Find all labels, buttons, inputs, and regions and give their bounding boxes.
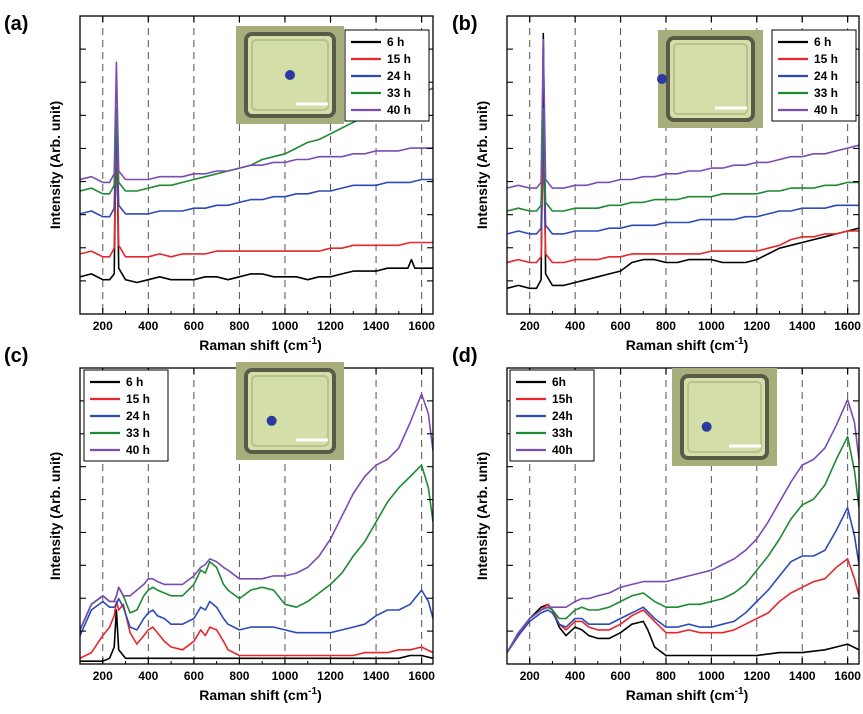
- legend-label: 40 h: [126, 443, 150, 457]
- inset-measurement-dot: [266, 415, 277, 426]
- x-tick-label: 400: [138, 669, 158, 683]
- inset-crystal: [666, 36, 755, 122]
- panel-label: (d): [452, 345, 478, 367]
- x-tick-label: 800: [229, 319, 249, 333]
- panel-label: (a): [4, 13, 28, 35]
- x-tick-label: 1400: [789, 669, 816, 683]
- series-line-15h: [507, 141, 859, 264]
- inset-measurement-dot: [657, 74, 667, 84]
- series-line-6h: [80, 609, 433, 662]
- x-axis-title: Raman shift (cm-1): [626, 686, 749, 703]
- panel-c: (c) 200 400 600 800 1000 1200 1400 1600 Raman shi…: [4, 345, 435, 703]
- x-tick-label: 1600: [834, 669, 861, 683]
- y-axis-title: Intensity (Arb. unit): [47, 101, 63, 229]
- legend-label: 6 h: [387, 35, 404, 49]
- legend-label: 15 h: [387, 52, 411, 66]
- legend-label: 24 h: [126, 409, 150, 423]
- series-line-24h: [80, 118, 433, 218]
- legend-label: 15 h: [126, 392, 150, 406]
- x-tick-label: 200: [93, 669, 113, 683]
- panel-label: (c): [4, 345, 28, 367]
- series-line-15h: [80, 600, 433, 660]
- x-tick-label: 400: [565, 669, 585, 683]
- inset-crystal-inner: [251, 39, 329, 111]
- inset-crystal-inner: [687, 381, 762, 453]
- series-line-24h: [507, 118, 859, 235]
- y-axis-title: Intensity (Arb. unit): [474, 452, 490, 580]
- series-line-24h: [507, 506, 859, 654]
- legend-label: 40 h: [387, 103, 411, 117]
- y-axis-title: Intensity (Arb. unit): [47, 452, 63, 580]
- x-tick-label: 400: [565, 319, 585, 333]
- x-tick-label: 1400: [363, 669, 390, 683]
- series-line-24h: [80, 589, 433, 636]
- series-line-40h: [507, 38, 859, 189]
- plot-frame: [79, 15, 434, 315]
- x-tick-label: 200: [520, 669, 540, 683]
- legend-label: 24 h: [387, 69, 411, 83]
- inset-measurement-dot: [701, 421, 712, 432]
- x-axis-title: Raman shift (cm-1): [199, 336, 322, 353]
- x-tick-label: 1200: [743, 669, 770, 683]
- x-tick-label: 1400: [363, 319, 390, 333]
- panel-label: (b): [452, 13, 478, 35]
- x-tick-label: 1200: [317, 319, 344, 333]
- legend-label: 40 h: [814, 103, 838, 117]
- legend-label: 33h: [552, 426, 573, 440]
- x-tick-label: 1600: [408, 669, 435, 683]
- x-axis-title: Raman shift (cm-1): [199, 686, 322, 703]
- x-tick-label: 1000: [698, 319, 725, 333]
- x-tick-label: 1600: [408, 319, 435, 333]
- legend-label: 6 h: [814, 35, 831, 49]
- inset-crystal: [244, 368, 336, 454]
- legend-label: 6h: [552, 375, 566, 389]
- inset-crystal: [680, 374, 769, 460]
- x-axis-title: Raman shift (cm-1): [626, 336, 749, 353]
- x-tick-label: 800: [656, 669, 676, 683]
- x-tick-label: 200: [520, 319, 540, 333]
- legend-label: 15h: [552, 392, 573, 406]
- series-line-40h: [80, 393, 433, 631]
- legend-label: 15 h: [814, 52, 838, 66]
- x-tick-label: 800: [656, 319, 676, 333]
- x-tick-label: 1200: [743, 319, 770, 333]
- x-tick-label: 600: [611, 669, 631, 683]
- legend-label: 40h: [552, 443, 573, 457]
- legend-label: 24 h: [814, 69, 838, 83]
- series-line-6h: [507, 603, 859, 657]
- x-tick-label: 800: [229, 669, 249, 683]
- series-line-33h: [507, 435, 859, 653]
- panel-d: (d) 200 400 600 800 1000 1200 1400 1600 Raman shi…: [452, 345, 861, 703]
- legend-label: 33 h: [387, 86, 411, 100]
- series-line-40h: [80, 61, 433, 184]
- legend-label: 33 h: [814, 86, 838, 100]
- x-tick-label: 1600: [834, 319, 861, 333]
- series-line-6h: [80, 112, 433, 284]
- y-axis-title: Intensity (Arb. unit): [474, 101, 490, 229]
- inset-crystal-inner: [251, 375, 329, 447]
- plot-frame: [506, 15, 860, 315]
- x-tick-label: 600: [184, 669, 204, 683]
- x-tick-label: 1000: [272, 319, 299, 333]
- x-tick-label: 1400: [789, 319, 816, 333]
- legend-label: 6 h: [126, 375, 143, 389]
- legend-label: 33 h: [126, 426, 150, 440]
- x-tick-label: 1000: [272, 669, 299, 683]
- legend-label: 24h: [552, 409, 573, 423]
- x-tick-label: 1000: [698, 669, 725, 683]
- x-tick-label: 200: [93, 319, 113, 333]
- inset-measurement-dot: [285, 70, 295, 80]
- panel-b: (b) 200 400 600 800 1000 1200 1400 1600 Raman shi…: [452, 13, 861, 353]
- x-tick-label: 600: [184, 319, 204, 333]
- x-tick-label: 400: [138, 319, 158, 333]
- x-tick-label: 1200: [317, 669, 344, 683]
- series-line-40h: [507, 398, 859, 653]
- panel-a: (a) 200 400 600 800 1000 1200 1400 1600 Raman shi…: [4, 13, 435, 353]
- inset-crystal-inner: [673, 43, 748, 115]
- x-tick-label: 600: [611, 319, 631, 333]
- series-line-33h: [80, 464, 433, 631]
